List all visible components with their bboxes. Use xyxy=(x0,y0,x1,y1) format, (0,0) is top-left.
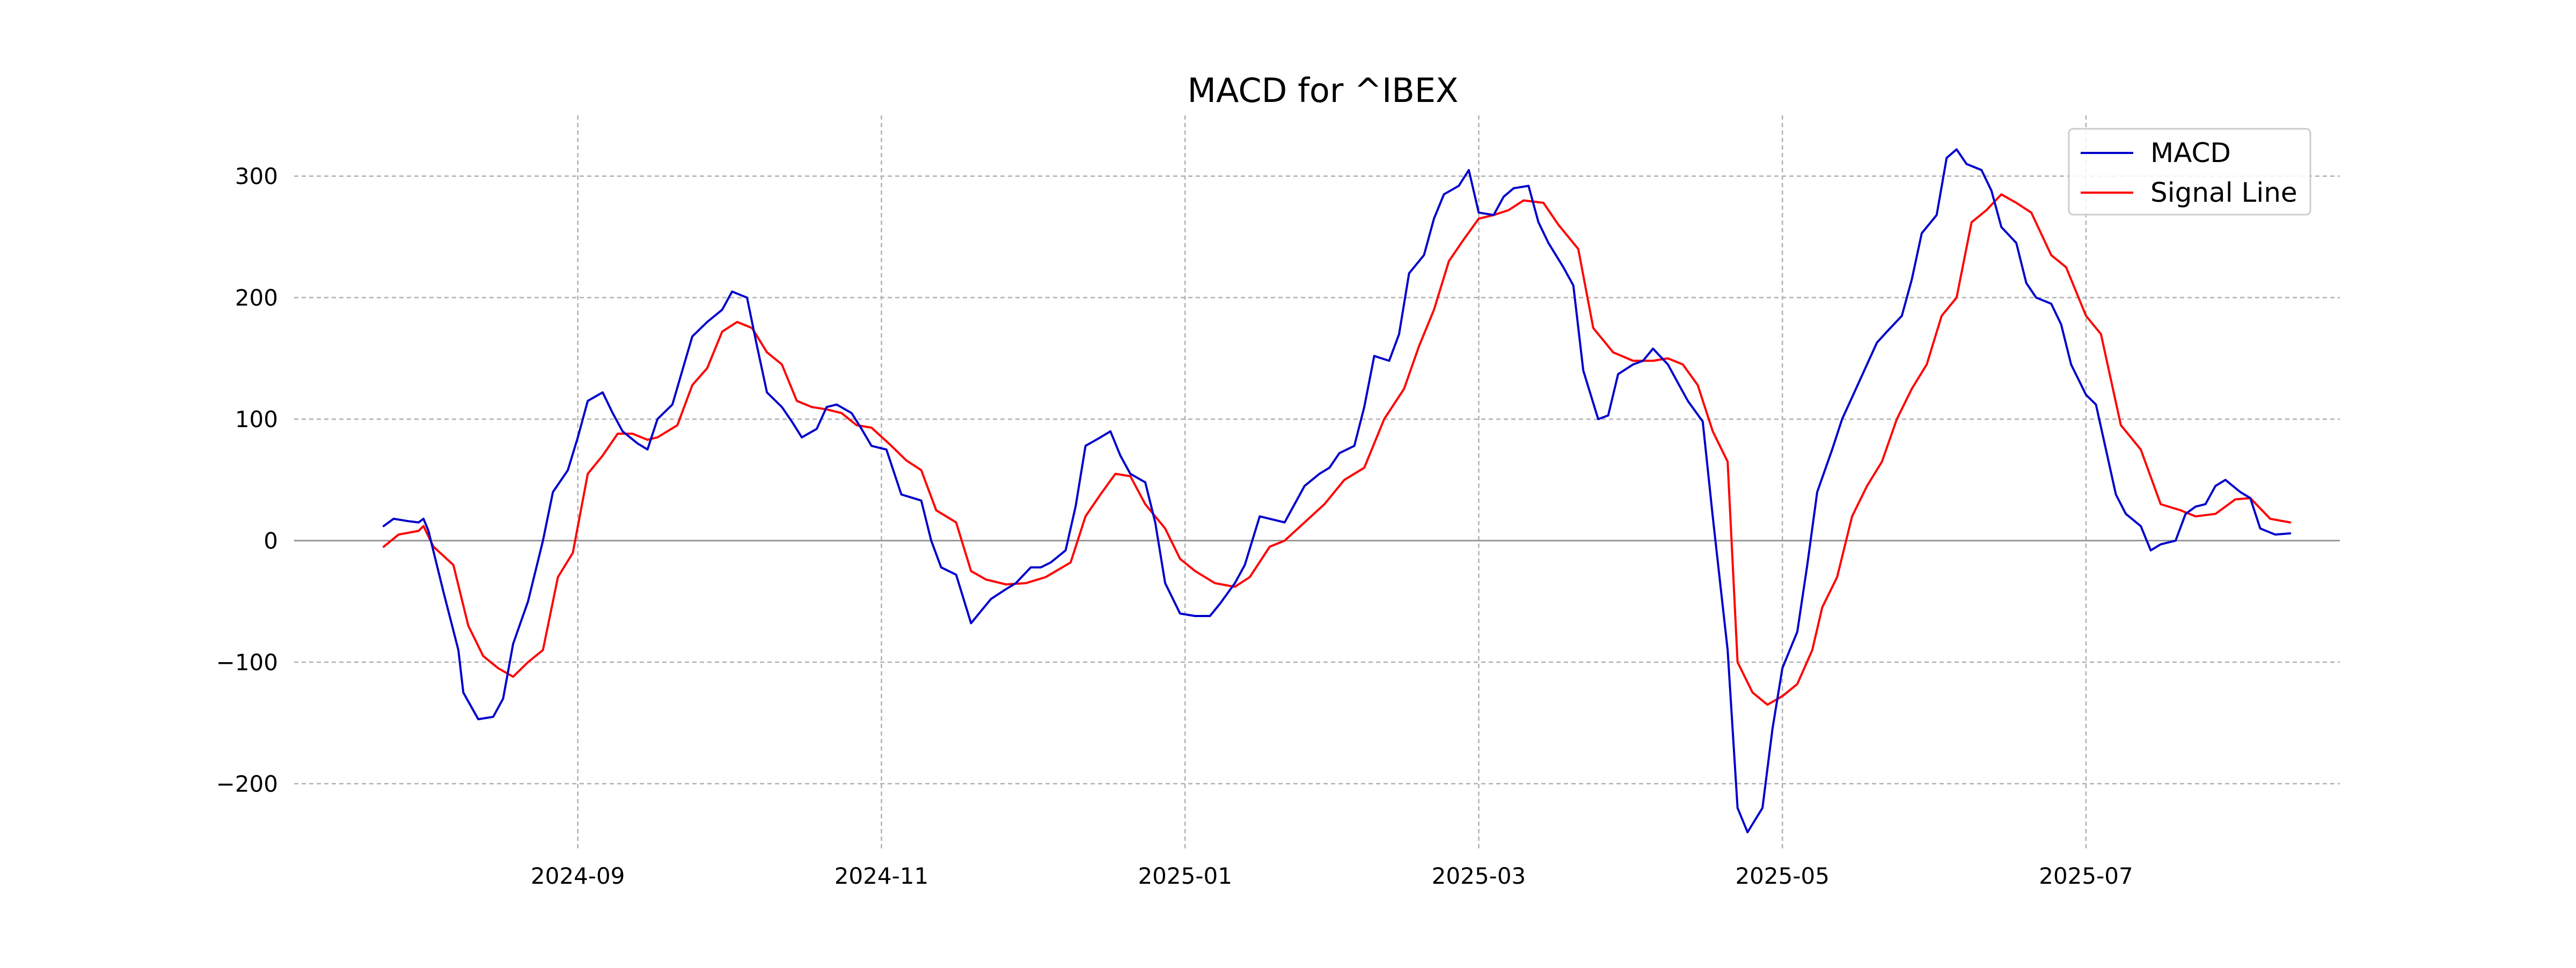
legend-label: MACD xyxy=(2150,137,2231,168)
y-tick-label: −100 xyxy=(216,649,278,676)
tick-label-layer: 2024-09 2024-11 2025-01 2025-03 2025-05 2025-… xyxy=(216,163,2133,889)
x-tick-label: 2025-07 xyxy=(2039,863,2133,889)
y-tick-label: 300 xyxy=(235,163,278,189)
legend: MACD Signal Line xyxy=(2068,128,2311,216)
chart-title: MACD for ^IBEX xyxy=(1188,71,1459,110)
x-tick-label: 2024-11 xyxy=(835,863,929,889)
x-tick-label: 2025-05 xyxy=(1735,863,1829,889)
y-tick-label: 200 xyxy=(235,285,278,311)
x-tick-label: 2025-03 xyxy=(1432,863,1526,889)
series-layer xyxy=(382,148,2292,833)
y-tick-label: 0 xyxy=(264,528,278,554)
legend-label: Signal Line xyxy=(2150,177,2297,208)
series-line-macd xyxy=(382,148,2292,833)
y-tick-label: 100 xyxy=(235,406,278,432)
y-tick-label: −200 xyxy=(216,771,278,797)
x-tick-label: 2025-01 xyxy=(1138,863,1232,889)
series-line-signal-line xyxy=(382,193,2292,706)
x-tick-label: 2024-09 xyxy=(531,863,625,889)
grid-layer xyxy=(294,115,2340,850)
